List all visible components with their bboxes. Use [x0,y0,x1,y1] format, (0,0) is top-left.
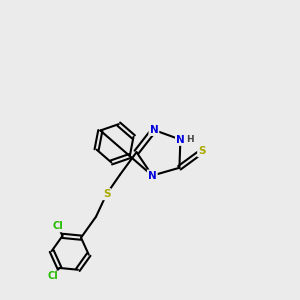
Text: Cl: Cl [53,221,64,231]
Text: N: N [149,125,158,135]
Text: N: N [176,135,185,145]
Text: H: H [186,135,194,144]
Text: S: S [198,146,206,156]
Text: Cl: Cl [48,272,59,281]
Text: N: N [176,135,185,145]
Text: S: S [103,189,110,199]
Text: N: N [148,171,157,181]
